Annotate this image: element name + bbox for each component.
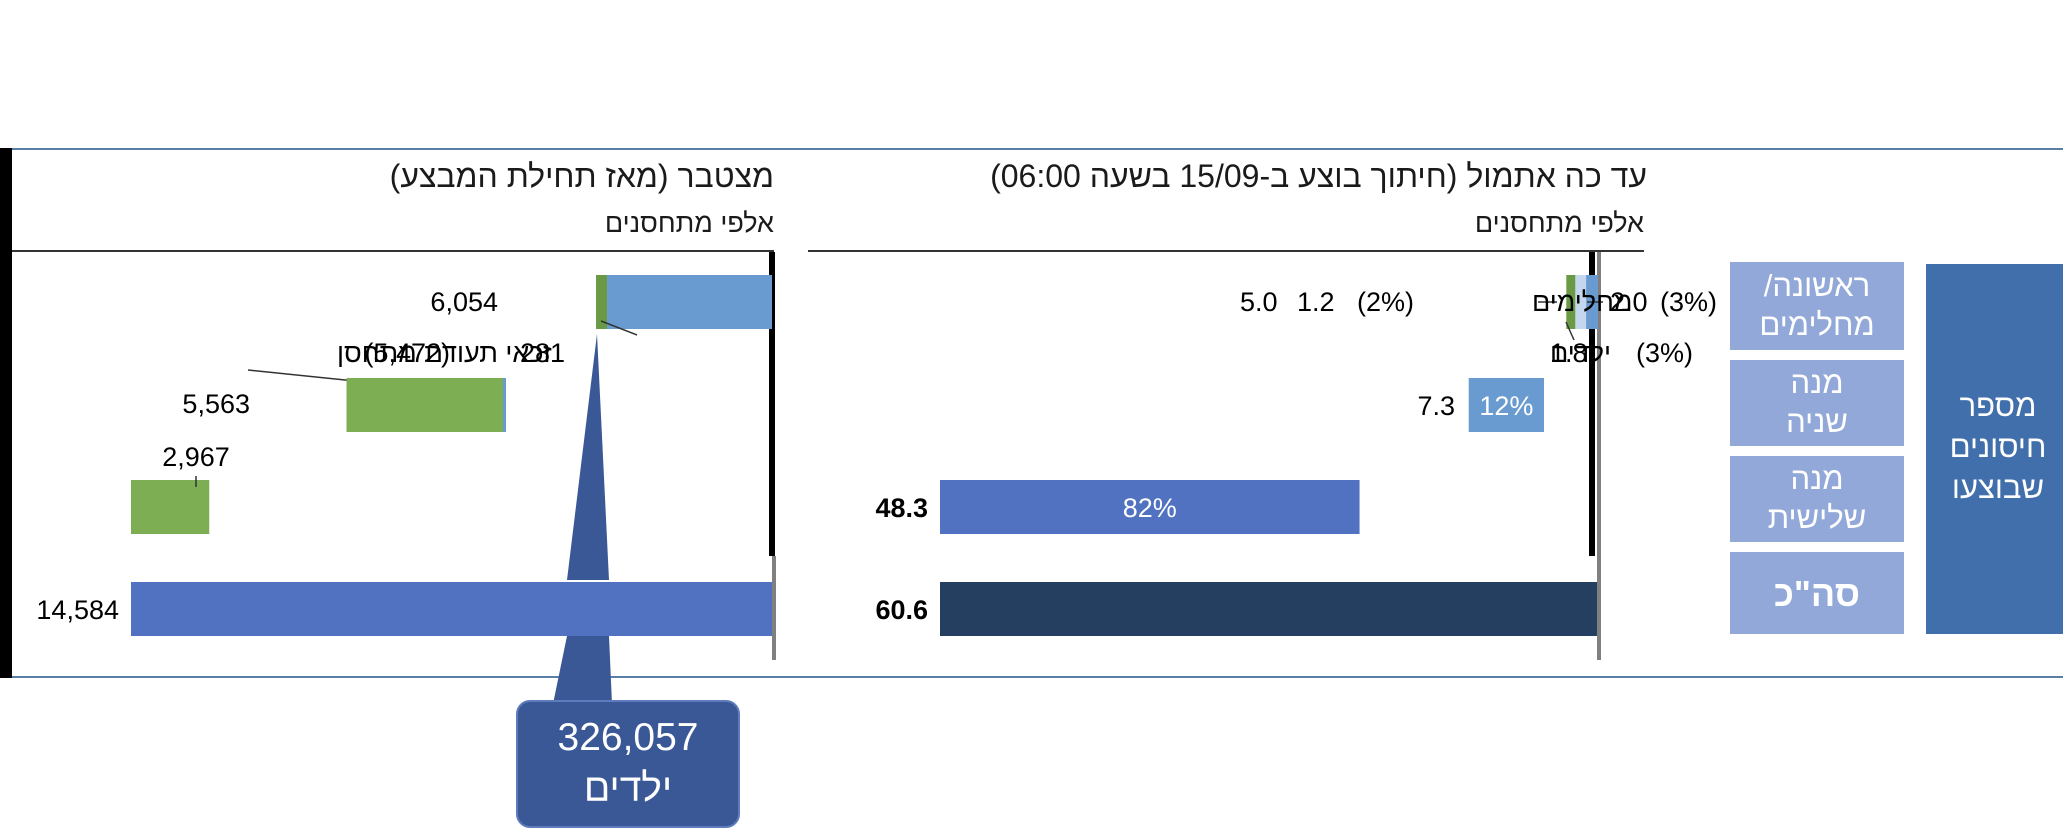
row-label-third-line2: שלישית: [1767, 500, 1867, 535]
today-first-pct: (3%): [1660, 287, 1717, 317]
today-chart: 2.0 (3%)מחלימים(2%)1.25.0(3%)1.8ילדים12%7…: [875, 252, 1717, 660]
row-label-third-line1: מנה: [1790, 461, 1844, 497]
callout-pointer-top: [567, 334, 609, 580]
row-label-second-line1: מנה: [1790, 365, 1844, 401]
top-border-line: [12, 148, 2063, 150]
today-kids-leader-line: [1565, 321, 1575, 341]
today-bar-total: [940, 582, 1597, 636]
today-recovered-pct: (2%): [1357, 287, 1414, 317]
vaccinations-side-box: מספר חיסונים שבוצעו: [1926, 264, 2063, 634]
cumulative-title: מצטבר (מאז תחילת המבצע): [389, 158, 774, 194]
today-kids-value: 1.8: [1550, 338, 1588, 368]
row-label-first-line2: מחלימים: [1759, 307, 1875, 342]
cum-second-value: 5,563: [182, 389, 250, 419]
cum-bar-total: [131, 582, 772, 636]
row-label-first-line1: ראשונה/: [1763, 268, 1871, 304]
kids-callout: 326,057 ילדים: [516, 700, 740, 828]
today-first-value: 2.0: [1610, 287, 1648, 317]
today-title-underline: [808, 250, 1644, 252]
row-label-total-text: סה"כ: [1773, 572, 1861, 614]
today-recovered-label: מחלימים: [1532, 287, 1632, 317]
today-bar-second-dose: [1468, 378, 1544, 432]
bottom-border-line: [12, 676, 2063, 678]
cum-total-value: 14,584: [36, 595, 119, 625]
cum-bar-second-sliver: [503, 378, 506, 432]
today-subtitle: אלפי מתחסנים: [1474, 208, 1644, 238]
cum-third-value: 2,967: [162, 442, 230, 472]
cum-eligible-count: (5,472): [364, 338, 450, 368]
cum-bar-first-dose: [607, 275, 772, 329]
cum-bar-recovered: [596, 275, 608, 329]
today-title: עד כה אתמול (חיתוך בוצע ב-15/09 בשעה 06:…: [990, 158, 1647, 194]
row-label-total: סה"כ: [1730, 552, 1904, 634]
cum-bar-third-dose: [131, 480, 210, 534]
today-kids-label: ילדים: [1550, 338, 1611, 368]
kids-callout-label: ילדים: [583, 767, 673, 810]
side-box-line3: שבוצעו: [1951, 469, 2045, 505]
today-bar-kids: [1575, 275, 1587, 329]
today-second-value: 7.3: [1417, 391, 1455, 421]
today-third-value: 48.3: [875, 493, 928, 523]
today-first-total: 5.0: [1240, 287, 1278, 317]
today-bar-third-dose: [940, 480, 1360, 534]
cum-bar-second-dose: [346, 378, 503, 432]
cum-first-value: 6,054: [430, 287, 498, 317]
today-total-value: 60.6: [875, 595, 928, 625]
cumulative-title-underline: [12, 250, 774, 252]
cum-recovered-value: 281: [520, 338, 565, 368]
callout-pointer-bottom: [553, 636, 612, 704]
today-bar-recovered: [1566, 275, 1576, 329]
cum-recovered-leader: [600, 320, 638, 336]
row-label-second-line2: שניה: [1786, 404, 1848, 439]
side-box-line1: מספר: [1959, 388, 2037, 423]
row-label-second: מנה שניה: [1730, 360, 1904, 446]
side-box-line2: חיסונים: [1949, 428, 2047, 464]
cum-eligible-label: זכאי תעודת מתחסן: [337, 338, 552, 368]
today-third-pct: 82%: [1123, 493, 1177, 523]
row-label-third: מנה שלישית: [1730, 456, 1904, 542]
left-edge-bar: [0, 148, 12, 678]
today-kids-pct: (3%): [1636, 338, 1693, 368]
today-second-pct: 12%: [1479, 391, 1533, 421]
kids-callout-value: 326,057: [557, 716, 699, 760]
today-recovered-value: 1.2: [1297, 287, 1335, 317]
row-label-first: ראשונה/מחלימים: [1730, 262, 1904, 350]
cumulative-chart: 6,054 281 (5,472)זכאי תעודת מתחסן 5,563 2,96…: [36, 252, 776, 704]
cumulative-subtitle: אלפי מתחסנים: [604, 208, 774, 238]
